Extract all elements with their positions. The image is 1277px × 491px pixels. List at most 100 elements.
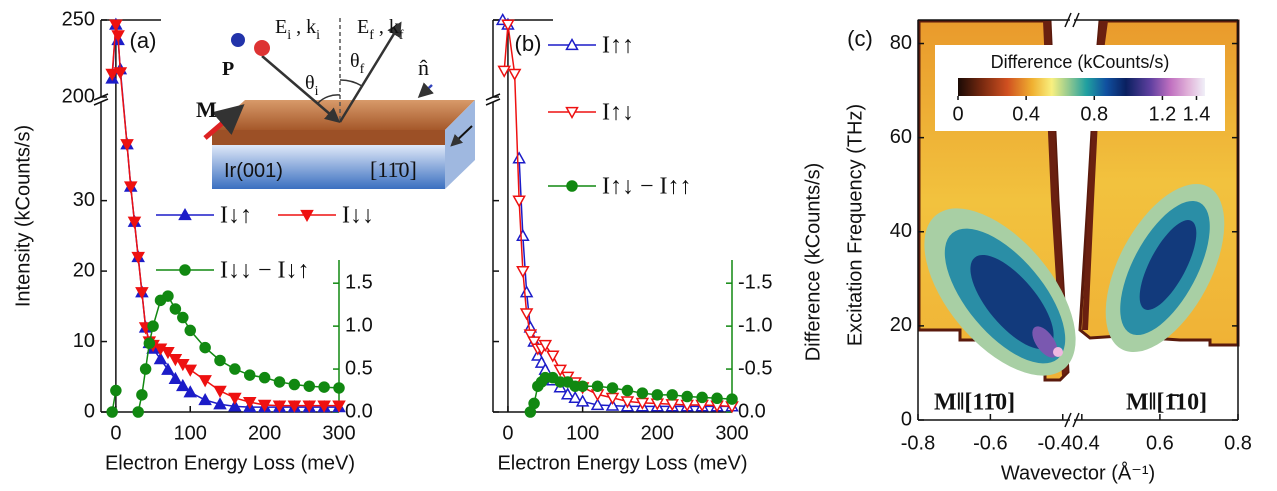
data-point — [110, 384, 122, 397]
data-point — [136, 389, 148, 401]
data-point — [568, 390, 582, 404]
data-point — [111, 30, 125, 43]
annotation: M‖[11̄0] — [934, 390, 1015, 416]
y2-tick-label: -1.0 — [738, 314, 772, 336]
data-point — [711, 392, 723, 405]
data-point — [317, 400, 331, 413]
data-point — [620, 396, 635, 409]
data-point — [501, 19, 515, 32]
data-point — [113, 67, 128, 80]
colorbar — [958, 78, 1205, 96]
annotation-part: , k — [291, 16, 316, 38]
annotation-part: θ — [350, 50, 360, 72]
data-point — [538, 339, 553, 353]
annotation-part: E — [357, 16, 369, 38]
y2-tick-label: 0.0 — [738, 400, 766, 422]
data-point — [127, 216, 142, 229]
y2-tick-label: -1.5 — [738, 271, 772, 293]
y-tick-label: 20 — [890, 314, 912, 336]
colorbar-tick-label: 1.4 — [1183, 103, 1211, 125]
y2-tick-label: 1.0 — [345, 314, 373, 336]
y-tick-label: 0 — [901, 408, 912, 430]
data-point — [512, 151, 526, 164]
data-point — [621, 384, 634, 397]
axis-break — [1064, 412, 1072, 428]
data-point — [591, 380, 604, 392]
data-point — [606, 382, 619, 394]
data-point — [258, 371, 271, 384]
x-tick-label: 300 — [322, 422, 355, 444]
data-point — [135, 287, 149, 300]
data-point — [528, 397, 540, 410]
data-point — [143, 337, 156, 350]
data-point — [519, 285, 534, 298]
legend-marker — [300, 209, 314, 223]
axis-break — [1072, 412, 1080, 428]
y2-tick-label: 0.5 — [345, 357, 373, 379]
series — [106, 290, 345, 418]
data-point — [302, 400, 317, 413]
data-point — [636, 387, 649, 399]
axis-break — [93, 98, 109, 106]
legend-label: I↑↑ — [602, 33, 634, 59]
axis-break — [1072, 12, 1080, 28]
annotation-part: i — [287, 28, 291, 43]
x-tick-label: 100 — [566, 422, 599, 444]
x-axis-title: Wavevector (Å⁻¹) — [1001, 461, 1155, 484]
legend-label: I↓↓ — [342, 203, 374, 229]
data-point — [184, 324, 196, 337]
legend-label: I↓↑ — [220, 203, 252, 229]
panel-label: (b) — [515, 31, 542, 56]
x-tick-label: 200 — [641, 422, 674, 444]
data-point — [681, 390, 693, 403]
data-point — [507, 68, 522, 81]
legend-marker — [565, 106, 579, 120]
data-point — [272, 400, 287, 413]
legend-label: I↑↓ — [602, 100, 634, 126]
annotation: Ir(001) — [224, 160, 283, 182]
annotation: θf — [350, 50, 365, 77]
x-tick-label: 0.6 — [1146, 432, 1174, 454]
data-point — [183, 364, 198, 377]
y-tick-label: 40 — [890, 220, 912, 242]
data-point — [523, 329, 538, 342]
legend-marker — [178, 207, 192, 221]
annotation: θi — [305, 72, 319, 99]
annotation-part: i — [316, 28, 320, 43]
data-point — [213, 397, 227, 410]
x-tick-label: 0 — [502, 422, 513, 444]
legend-label: I↓↓ − I↓↑ — [220, 258, 310, 284]
x-axis-title: Electron Energy Loss (meV) — [105, 452, 355, 474]
legend-marker — [566, 180, 578, 192]
annotation: M — [196, 97, 217, 122]
x-tick-label: 0 — [110, 422, 121, 444]
data-point — [131, 251, 145, 265]
data-point — [105, 68, 119, 81]
data-point — [332, 400, 346, 413]
data-point — [516, 265, 530, 279]
inset-sketch — [192, 4, 477, 194]
data-point — [553, 364, 567, 377]
data-point — [176, 378, 190, 392]
colorbar-tick-label: 1.2 — [1149, 103, 1177, 125]
y-tick-label: 0 — [84, 400, 95, 422]
y2-axis-title: Difference (kCounts/s) — [802, 163, 824, 362]
annotation-part: [11̄0] — [370, 157, 417, 182]
x-axis-title: Electron Energy Loss (meV) — [497, 452, 747, 474]
legend-marker — [565, 37, 579, 51]
data-point — [512, 195, 526, 208]
annotation-part: f — [369, 28, 374, 43]
data-point — [257, 399, 272, 412]
data-point — [132, 406, 144, 418]
data-point — [229, 363, 241, 375]
legend-marker — [179, 264, 191, 276]
data-point — [333, 382, 345, 394]
annotation: Ef , kf — [357, 16, 404, 43]
panel-label: (a) — [130, 28, 157, 53]
data-point — [198, 375, 212, 388]
y-axis-title: Excitation Frequency (THz) — [844, 104, 866, 346]
y-tick-label: 20 — [73, 259, 95, 281]
data-point — [161, 362, 175, 375]
y2-tick-label: 1.5 — [345, 271, 373, 293]
data-point — [696, 391, 708, 404]
